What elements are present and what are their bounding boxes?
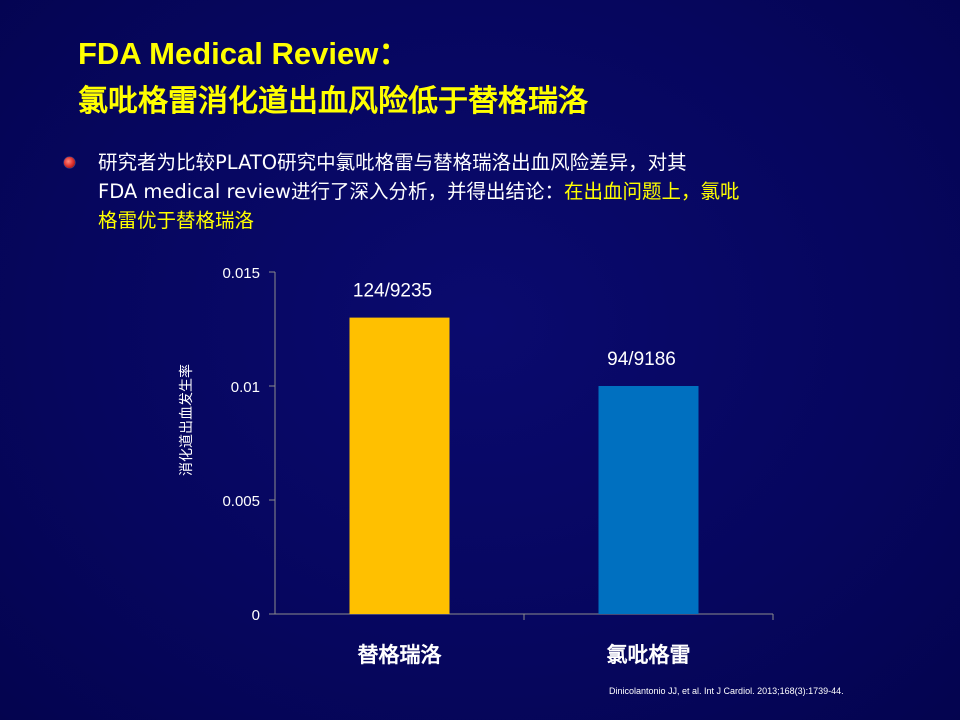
bullet-text-line1: 研究者为比较PLATO研究中氯吡格雷与替格瑞洛出血风险差异，对其 [98, 151, 687, 174]
bullet-text-line2-highlight: 在出血问题上，氯吡 [564, 180, 740, 203]
bar-data-label: 124/9235 [353, 281, 432, 302]
bullet-text-line2-prefix: FDA medical review进行了深入分析，并得出结论： [98, 180, 564, 203]
y-tick-label: 0 [252, 607, 260, 624]
slide-title-line1: FDA Medical Review： [78, 36, 410, 71]
x-category-label: 替格瑞洛 [358, 643, 443, 667]
bar-data-label: 94/9186 [607, 349, 676, 370]
y-tick-label: 0.01 [231, 379, 260, 396]
bullet-paragraph: 研究者为比较PLATO研究中氯吡格雷与替格瑞洛出血风险差异，对其 FDA med… [98, 148, 888, 235]
bar-1 [349, 317, 450, 614]
bullet-icon [64, 157, 75, 168]
citation-text: Dinicolantonio JJ, et al. Int J Cardiol.… [609, 686, 844, 696]
slide-title-line2: 氯吡格雷消化道出血风险低于替格瑞洛 [78, 84, 588, 119]
bullet-text-line3-highlight: 格雷优于替格瑞洛 [98, 209, 255, 232]
x-category-label: 氯吡格雷 [607, 643, 691, 667]
bar-2 [598, 386, 699, 614]
y-axis-title: 消化道出血发生率 [178, 364, 195, 476]
y-tick-label: 0.005 [222, 493, 260, 510]
y-tick-label: 0.015 [222, 265, 260, 282]
